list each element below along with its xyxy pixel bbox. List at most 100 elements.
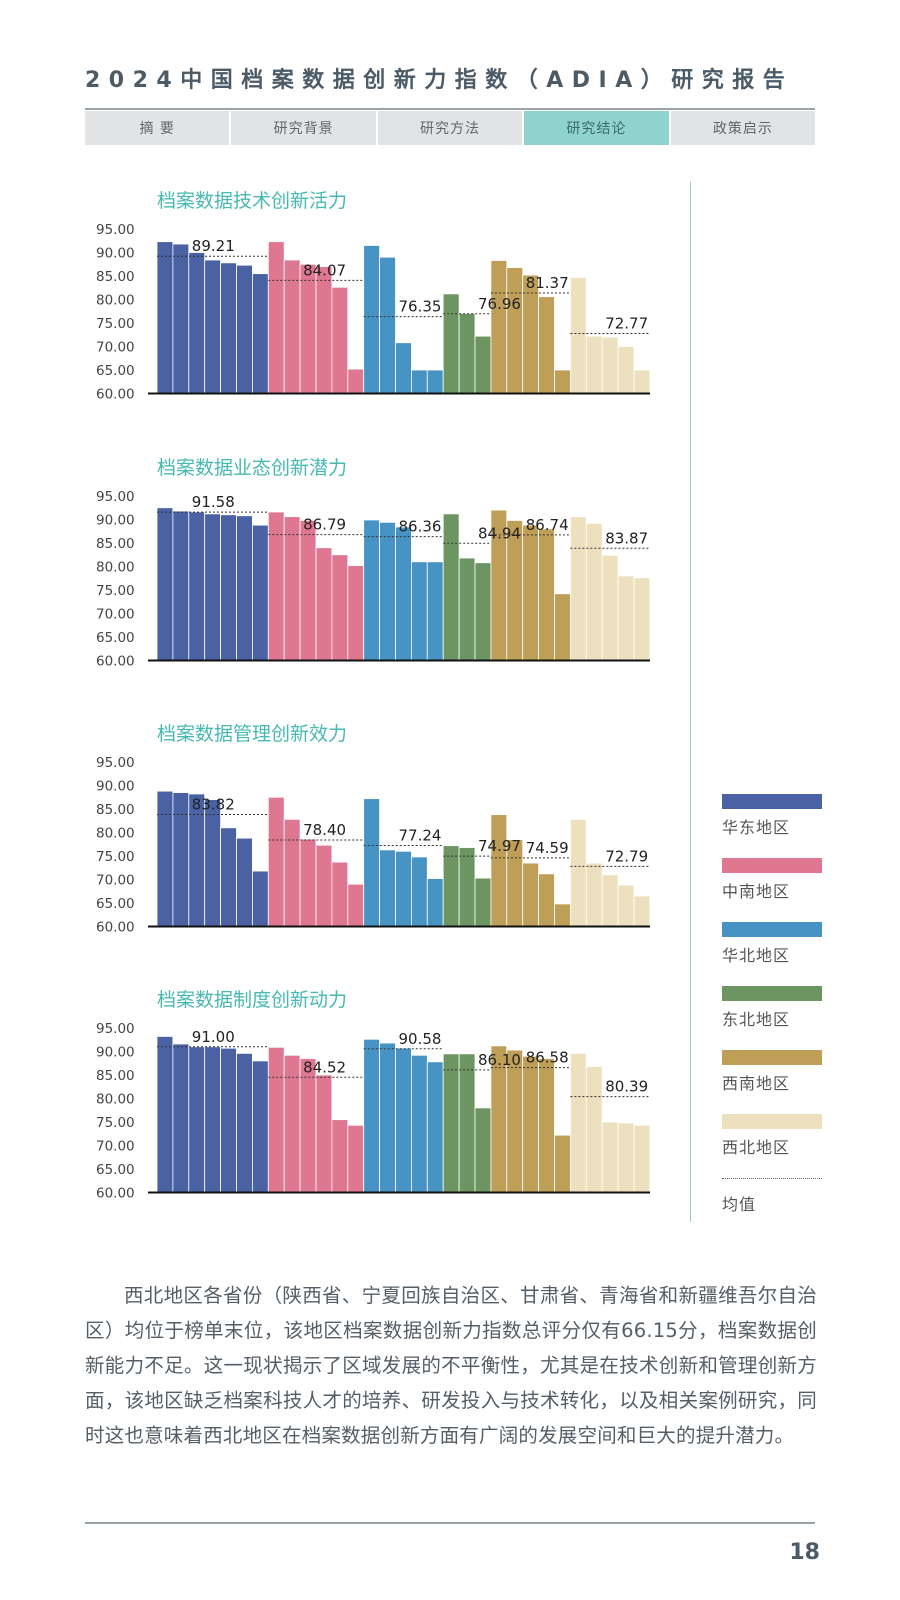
bar [379, 521, 396, 661]
bar [204, 259, 221, 394]
bar [379, 1042, 396, 1193]
bar [474, 1107, 492, 1193]
tab-policy[interactable]: 政策启示 [670, 111, 816, 145]
bar [570, 516, 587, 661]
body-paragraph: 西北地区各省份（陕西省、宁夏回族自治区、甘肃省、青海省和新疆维吾尔自治区）均位于… [85, 1284, 817, 1447]
tab-conclusion[interactable]: 研究结论 [524, 111, 671, 145]
mean-value-label: 72.77 [605, 314, 648, 332]
tab-method[interactable]: 研究方法 [377, 111, 525, 145]
bar [156, 507, 174, 661]
bar [251, 870, 269, 927]
y-tick-label: 60.00 [96, 654, 135, 670]
mean-value-label: 74.59 [526, 839, 569, 857]
bar [236, 1052, 253, 1193]
page-number: 18 [789, 1540, 820, 1565]
bar [299, 263, 317, 394]
mean-value-label: 84.94 [478, 524, 521, 542]
bar [172, 792, 190, 927]
bar [188, 1046, 206, 1193]
bar [347, 883, 365, 927]
mean-value-label: 84.07 [303, 261, 346, 279]
y-tick-label: 65.00 [96, 363, 135, 379]
y-tick-label: 95.00 [96, 755, 135, 771]
bar [220, 262, 237, 394]
bar [442, 845, 460, 927]
y-tick-label: 80.00 [96, 560, 135, 576]
chart-title: 档案数据管理创新效力 [157, 723, 347, 745]
bar [220, 827, 237, 927]
y-tick-label: 90.00 [96, 246, 135, 262]
bar [522, 524, 540, 661]
chart-divider-line [690, 182, 691, 1222]
bar [156, 241, 174, 394]
y-tick-label: 95.00 [96, 489, 135, 505]
bar [570, 1052, 587, 1193]
bar [188, 252, 206, 394]
tab-summary[interactable]: 摘 要 [85, 111, 232, 145]
report-title: 2024中国档案数据创新力指数（ADIA）研究报告 [85, 68, 794, 93]
bar [395, 526, 412, 661]
legend-item-north: 华北地区 [722, 922, 822, 966]
legend-swatch-northwest [722, 1114, 822, 1129]
bar [156, 1036, 174, 1193]
legend-label-central-south: 中南地区 [722, 882, 791, 901]
bar [458, 1053, 476, 1193]
bar [267, 796, 285, 927]
bar [506, 267, 524, 394]
mean-value-label: 76.96 [478, 295, 521, 313]
bar [442, 513, 460, 661]
bar [601, 336, 619, 394]
y-tick-label: 60.00 [96, 387, 135, 403]
legend-label-southwest: 西南地区 [722, 1074, 791, 1093]
bar [220, 1047, 237, 1193]
mean-value-label: 86.74 [526, 516, 569, 534]
bar [570, 277, 587, 394]
bar [554, 369, 571, 394]
y-tick-label: 95.00 [96, 1021, 135, 1037]
bar [426, 369, 444, 394]
bar [363, 519, 381, 661]
mean-value-label: 78.40 [303, 821, 346, 839]
bar [204, 799, 221, 927]
legend-item-east: 华东地区 [722, 794, 822, 838]
y-tick-label: 60.00 [96, 1186, 135, 1202]
chart-title: 档案数据业态创新潜力 [157, 457, 347, 479]
bar [522, 1055, 540, 1193]
bar [379, 256, 396, 394]
bar [585, 862, 603, 927]
bar [395, 1047, 412, 1193]
bar [410, 856, 428, 927]
legend-label-northeast: 东北地区 [722, 1010, 791, 1029]
header-divider [85, 108, 815, 110]
legend-label-east: 华东地区 [722, 818, 791, 837]
bar [426, 561, 444, 661]
bar [617, 346, 635, 394]
bar [538, 1058, 555, 1193]
bar [633, 1124, 651, 1193]
bar [188, 793, 206, 927]
bar [474, 877, 492, 927]
bar [633, 577, 651, 661]
bar [506, 1049, 524, 1193]
y-tick-label: 85.00 [96, 269, 135, 285]
bar [633, 369, 651, 394]
y-tick-label: 85.00 [96, 802, 135, 818]
y-tick-label: 65.00 [96, 630, 135, 646]
bar [363, 245, 381, 394]
bar [283, 818, 301, 927]
bar [538, 873, 555, 927]
bar [315, 547, 333, 661]
bar [315, 266, 333, 394]
y-tick-label: 75.00 [96, 1115, 135, 1131]
chart-title: 档案数据制度创新动力 [157, 989, 347, 1011]
bar [236, 515, 253, 661]
bar [331, 286, 349, 394]
legend-swatch-southwest [722, 1050, 822, 1065]
bar [395, 342, 412, 394]
bar [601, 874, 619, 927]
tab-background[interactable]: 研究背景 [231, 111, 378, 145]
y-tick-label: 70.00 [96, 1139, 135, 1155]
bar [442, 1053, 460, 1193]
bar [570, 818, 587, 927]
bar [283, 1054, 301, 1193]
